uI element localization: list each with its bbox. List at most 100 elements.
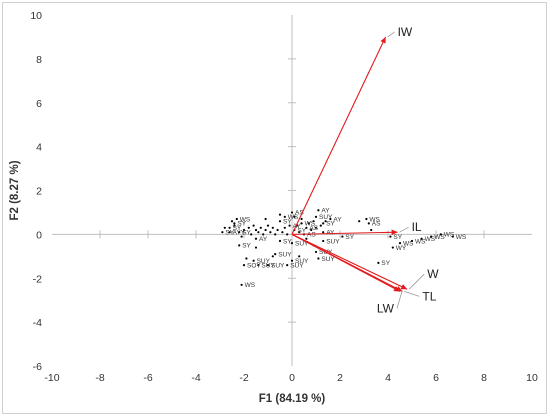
data-point-label: SY: [233, 225, 242, 232]
data-point-label: WS: [425, 236, 436, 243]
data-point: [365, 217, 368, 221]
data-point: [420, 237, 423, 240]
data-point: [264, 217, 267, 221]
x-tick-label: 8: [481, 372, 487, 384]
vector-label: TL: [422, 289, 436, 303]
data-point: [269, 231, 272, 234]
data-point: [238, 231, 241, 234]
data-point-label: WS: [240, 216, 251, 223]
data-point: [314, 250, 318, 254]
data-point: [286, 263, 289, 267]
x-tick-label: 10: [526, 372, 538, 384]
data-point: [398, 242, 402, 245]
zero-axes: [52, 15, 532, 366]
data-point-label: AY: [259, 236, 268, 243]
data-point-label: WS: [434, 234, 445, 241]
vector-label-leader: [387, 31, 395, 38]
data-point: [242, 228, 246, 232]
data-point: [257, 263, 260, 267]
x-tick-label: -8: [95, 372, 104, 384]
data-point-label: WY: [396, 245, 407, 252]
data-point-label: WS: [456, 234, 467, 241]
y-axis-title: F2 (8.27 %): [9, 160, 21, 220]
data-point-label: WS: [369, 216, 380, 223]
data-point-label: WS: [444, 232, 455, 239]
data-point: [274, 233, 277, 236]
data-point: [259, 226, 262, 229]
data-point: [310, 228, 313, 232]
data-point: [377, 261, 380, 264]
data-point: [322, 239, 325, 243]
vector-label-leader: [408, 273, 425, 290]
data-point: [274, 253, 277, 256]
data-point-label: AS: [372, 221, 381, 228]
data-point: [410, 239, 414, 243]
y-tick-label: -4: [33, 317, 42, 329]
data-point: [358, 220, 361, 223]
vector-arrowhead: [380, 36, 386, 44]
data-point: [329, 217, 332, 221]
data-point: [389, 235, 392, 238]
data-point: [283, 226, 286, 229]
data-point-label: SY: [283, 238, 292, 245]
data-point: [283, 215, 286, 218]
data-point: [235, 217, 238, 221]
data-point-label: WS: [415, 238, 426, 245]
data-point: [322, 231, 325, 234]
data-point: [322, 222, 325, 225]
y-tick-label: 8: [36, 54, 42, 66]
data-point-label: SUY: [295, 240, 309, 247]
vector-line: [291, 36, 387, 235]
data-point-label: SY: [237, 221, 246, 228]
data-point-label: SY: [283, 219, 292, 226]
x-tick-label: -6: [143, 372, 152, 384]
data-point-label: AS: [307, 232, 316, 239]
data-point: [233, 222, 236, 225]
vector-line: [291, 233, 401, 292]
data-point: [254, 237, 258, 240]
data-point: [278, 239, 282, 243]
data-point: [238, 244, 241, 247]
data-point: [254, 246, 258, 249]
data-point: [319, 224, 322, 227]
data-point: [290, 211, 294, 214]
vector-label: IL: [412, 220, 422, 234]
data-point: [257, 231, 260, 234]
data-point: [252, 259, 255, 262]
data-point-label: SY: [345, 234, 354, 241]
data-point-label: SY: [393, 234, 402, 241]
data-point: [264, 228, 267, 232]
data-point: [254, 228, 258, 232]
y-tick-label: 4: [36, 142, 42, 154]
vector-line: [291, 233, 408, 290]
data-point: [367, 222, 370, 225]
x-tick-label: 2: [337, 372, 343, 384]
data-point: [314, 215, 318, 218]
data-point: [278, 220, 282, 223]
data-point-label: AY: [326, 229, 335, 236]
data-point: [317, 209, 320, 212]
data-point: [252, 224, 255, 227]
vector-label: IW: [398, 25, 413, 39]
data-point: [228, 226, 231, 229]
y-tick-label: -6: [33, 361, 42, 373]
data-point: [271, 255, 274, 258]
x-axis-ticks: -10 -8 -6 -4 -2 0 2 4 6 8 10: [44, 230, 538, 384]
y-tick-label: -2: [33, 273, 42, 285]
data-point: [242, 263, 246, 267]
data-point: [266, 263, 270, 267]
data-point: [290, 242, 294, 245]
data-point-label: WS: [245, 282, 256, 289]
data-point: [317, 257, 320, 260]
data-point-label: AS: [295, 210, 304, 217]
data-point: [276, 228, 279, 232]
x-tick-label: 4: [385, 372, 391, 384]
data-point: [370, 228, 373, 232]
chart-frame: [2, 2, 547, 414]
vector-arrowhead: [400, 284, 408, 290]
data-point: [298, 231, 301, 234]
data-point: [290, 259, 294, 262]
x-tick-label: -10: [44, 372, 59, 384]
data-point-label: WS: [403, 240, 414, 247]
